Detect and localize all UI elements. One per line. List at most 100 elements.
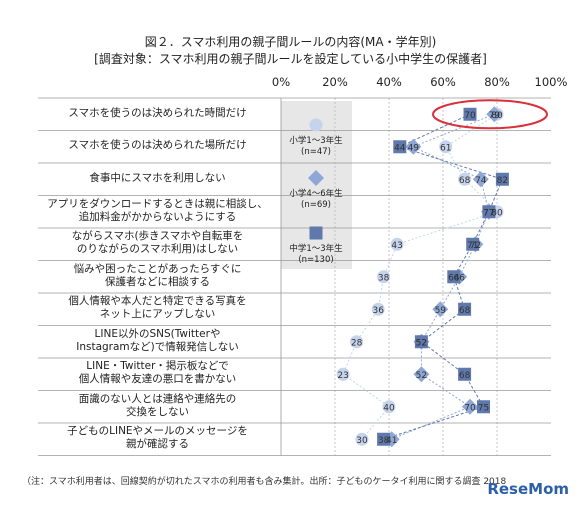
x-tick-label: 80% — [484, 75, 510, 89]
data-label: 70 — [464, 111, 476, 121]
data-label: 40 — [383, 403, 395, 413]
data-label: 80 — [491, 111, 503, 121]
x-tick-label: 100% — [535, 75, 568, 89]
category-label: 食事中にスマホを利用しない — [40, 172, 275, 185]
data-label: 66 — [453, 273, 465, 283]
data-point — [462, 398, 478, 415]
category-label: スマホを使うのは決められた時間だけ — [40, 107, 275, 120]
data-point — [458, 172, 472, 186]
data-point — [463, 107, 477, 121]
data-label: 68 — [459, 176, 471, 186]
data-label: 80 — [491, 208, 503, 218]
data-point — [355, 432, 369, 446]
category-label-line: 子どものLINEやメールのメッセージを — [67, 425, 248, 438]
category-label-line: 面識のない人とは連絡や連絡先の — [78, 392, 237, 405]
category-label-line: アプリをダウンロードするときは親に相談し、 — [47, 197, 268, 210]
data-label: 72 — [470, 241, 481, 251]
source-footnote: （注：スマホ利用者は、回線契約が切れたスマホの利用者も含み集計。出所：子どものケ… — [22, 477, 507, 487]
category-label-line: 交換をしない — [126, 405, 189, 418]
category-label-line: 追加料金がかからないようにする — [78, 210, 237, 223]
x-tick-label: 20% — [322, 75, 348, 89]
category-label-line: スマホを使うのは決められた場所だけ — [68, 139, 247, 152]
legend-entry-line: 中学1～3年生 — [289, 244, 343, 254]
legend-entry-line: 小学1～3年生 — [289, 136, 343, 146]
data-point — [371, 302, 385, 316]
data-label: 77 — [483, 208, 494, 218]
category-label: LINE・Twitter・掲示板などで 個人情報や友達の悪口を書かない — [40, 360, 275, 386]
data-point — [390, 237, 404, 251]
legend-entry: 小学4～6年生 (n=69) — [284, 189, 348, 211]
data-label: 68 — [459, 371, 471, 381]
legend-entry-line: (n=69) — [301, 200, 331, 210]
category-label-line: LINE以外のSNS(Twitterや — [94, 327, 221, 340]
category-label-line: 個人情報や友達の悪口を書かない — [78, 373, 237, 386]
data-point — [486, 106, 503, 123]
data-label: 36 — [372, 306, 384, 316]
data-point — [458, 302, 472, 316]
category-label: ながらスマホ(歩きスマホや自転車を のりながらのスマホ利用)はしない — [40, 230, 275, 256]
category-label-line: 親が確認する — [126, 438, 189, 451]
data-label: 52 — [416, 338, 427, 348]
data-point — [309, 226, 323, 240]
data-point — [472, 171, 489, 188]
data-label: 61 — [440, 143, 451, 153]
category-label-line: ネット上にアップしない — [99, 308, 216, 321]
legend-entry: 小学1～3年生 (n=47) — [284, 136, 348, 158]
data-label: 38 — [378, 436, 390, 446]
data-label: 71 — [467, 241, 478, 251]
data-label: 79 — [489, 111, 501, 121]
data-label: 44 — [394, 143, 406, 153]
legend-entry-line: 小学4～6年生 — [289, 189, 343, 199]
data-point — [393, 140, 407, 154]
data-label: 77 — [483, 208, 494, 218]
category-label-line: のりながらのスマホ利用)はしない — [76, 243, 239, 256]
data-point — [405, 138, 422, 155]
category-label: 個人情報や本人だと特定できる写真を ネット上にアップしない — [40, 295, 275, 321]
category-label-line: 食事中にスマホを利用しない — [89, 171, 226, 184]
chart-title: 図２．スマホ利用の親子間ルールの内容(MA・学年別) — [144, 35, 437, 49]
data-label: 52 — [416, 371, 427, 381]
data-label: 70 — [464, 403, 476, 413]
data-label: 38 — [378, 273, 390, 283]
data-point — [432, 301, 449, 318]
data-point — [336, 367, 350, 381]
data-point — [482, 205, 496, 219]
x-tick-label: 0% — [272, 75, 290, 89]
data-point — [466, 237, 480, 251]
data-point — [377, 270, 391, 284]
resemom-logo: ReseMom — [487, 480, 569, 498]
data-label: 23 — [337, 371, 348, 381]
legend-entry: 中学1～3年生 (n=130) — [284, 244, 348, 266]
data-point — [414, 335, 428, 349]
data-point — [308, 170, 324, 186]
data-label: 75 — [478, 403, 489, 413]
data-label: 49 — [408, 143, 420, 153]
data-label: 68 — [459, 306, 471, 316]
data-point — [477, 400, 490, 414]
category-label-line: 悩みや困ったことがあったらすぐに — [73, 262, 242, 275]
category-label: スマホを使うのは決められた場所だけ — [40, 139, 275, 152]
highlight-ellipse — [432, 99, 548, 130]
category-label: アプリをダウンロードするときは親に相談し、 追加料金がかからないようにする — [40, 198, 275, 224]
series-line — [391, 113, 495, 440]
data-label: 59 — [435, 306, 447, 316]
category-label-line: 個人情報や本人だと特定できる写真を — [68, 295, 247, 308]
legend-entry-line: (n=47) — [301, 147, 331, 157]
chart-subtitle: [調査対象：スマホ利用の親子間ルールを設定している小中学生の保護者] — [94, 52, 487, 66]
category-label: 悩みや困ったことがあったらすぐに 保護者などに相談する — [40, 263, 275, 289]
data-point — [413, 366, 430, 383]
data-point — [377, 432, 391, 446]
data-point — [382, 400, 396, 414]
data-point — [495, 172, 509, 186]
category-label-line: Instagramなど)で情報発信しない — [76, 340, 239, 353]
data-label: 52 — [416, 338, 427, 348]
data-label: 41 — [386, 436, 397, 446]
data-point — [458, 367, 472, 381]
data-label: 30 — [356, 436, 368, 446]
data-point — [447, 270, 461, 284]
x-tick-label: 40% — [376, 75, 402, 89]
data-point — [350, 335, 364, 349]
x-tick-label: 60% — [430, 75, 456, 89]
category-label: LINE以外のSNS(Twitterや Instagramなど)で情報発信しない — [40, 328, 275, 354]
